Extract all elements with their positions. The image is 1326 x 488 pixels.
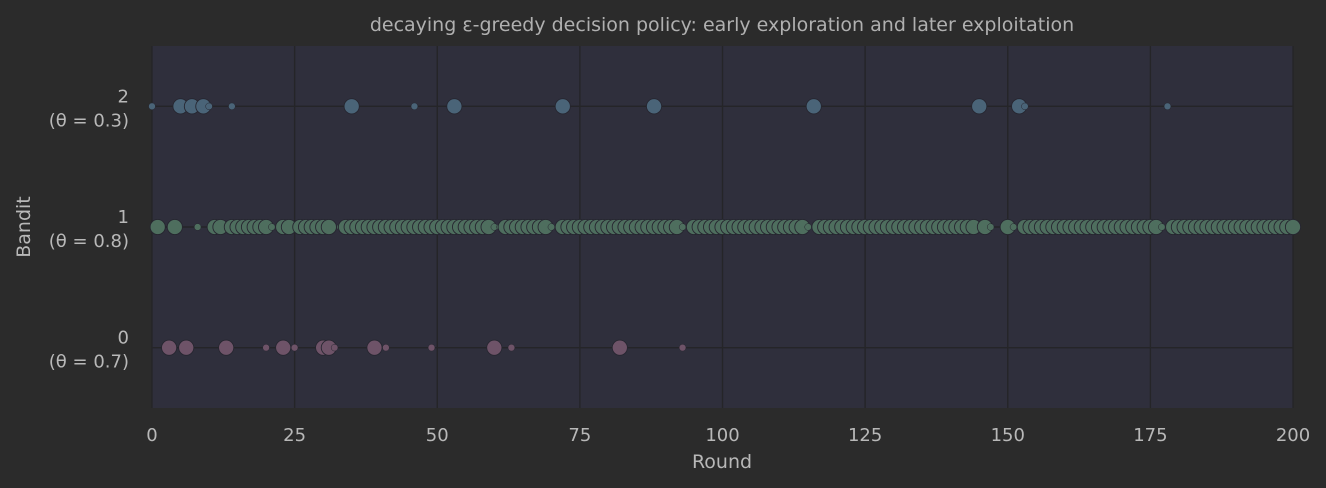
point-bandit-1-1	[166, 218, 183, 236]
point-bandit-0-10	[382, 344, 390, 352]
point-bandit-2-15	[1163, 102, 1172, 110]
point-bandit-0-0	[161, 339, 178, 356]
y-tick-theta-2: (θ = 0.3)	[49, 110, 129, 131]
y-tick-label-0: 0	[118, 328, 129, 349]
point-bandit-0-8	[330, 344, 339, 352]
x-axis-ticks: 0 25 50 75 100 125 150 175 200	[146, 425, 1310, 446]
y-tick-label-1: 1	[118, 207, 129, 228]
point-bandit-2-14	[1021, 102, 1029, 110]
point-bandit-2-7	[410, 102, 419, 110]
x-tick-label-2: 50	[426, 425, 449, 446]
point-bandit-2-6	[343, 98, 360, 115]
point-bandit-0-13	[507, 344, 516, 352]
point-bandit-0-11	[427, 344, 436, 352]
point-bandit-1-80	[678, 223, 687, 231]
x-tick-label-7: 175	[1133, 425, 1167, 446]
point-bandit-2-8	[446, 98, 463, 115]
point-bandit-0-3	[262, 344, 270, 352]
x-tick-label-6: 150	[991, 425, 1025, 446]
point-bandit-1-58	[547, 223, 555, 231]
point-bandit-2-10	[645, 98, 663, 115]
point-bandit-0-15	[678, 344, 687, 352]
point-bandit-0-12	[486, 339, 503, 356]
x-tick-label-0: 0	[146, 425, 157, 446]
point-bandit-2-9	[554, 98, 571, 115]
scatter-points	[148, 98, 1302, 356]
x-tick-label-5: 125	[848, 425, 882, 446]
point-bandit-2-4	[205, 102, 213, 110]
y-axis-ticks: 0 (θ = 0.7) 1 (θ = 0.8) 2 (θ = 0.3)	[49, 86, 129, 372]
point-bandit-1-12	[268, 223, 276, 231]
point-bandit-2-12	[971, 98, 988, 115]
y-tick-theta-1: (θ = 0.8)	[49, 231, 129, 252]
x-axis-label: Round	[692, 451, 752, 473]
point-bandit-1-0	[149, 218, 166, 236]
point-bandit-0-9	[366, 339, 383, 356]
y-tick-theta-0: (θ = 0.7)	[49, 352, 129, 373]
point-bandit-2-0	[148, 102, 156, 110]
y-axis-label: Bandit	[13, 196, 35, 258]
x-tick-label-3: 75	[568, 425, 591, 446]
point-bandit-1-158	[1158, 223, 1166, 231]
point-bandit-1-131	[986, 223, 995, 231]
y-tick-label-2: 2	[118, 86, 129, 107]
point-bandit-0-1	[178, 339, 195, 356]
point-bandit-0-4	[275, 339, 292, 356]
point-bandit-0-5	[290, 344, 299, 352]
point-bandit-0-2	[218, 339, 235, 356]
x-tick-label-4: 100	[705, 425, 739, 446]
chart-title: decaying ε-greedy decision policy: early…	[370, 14, 1074, 36]
x-tick-label-1: 25	[283, 425, 306, 446]
x-tick-label-8: 200	[1276, 425, 1310, 446]
point-bandit-1-20	[320, 218, 337, 236]
point-bandit-1-2	[193, 223, 202, 231]
point-bandit-2-5	[228, 102, 236, 110]
point-bandit-0-14	[611, 339, 628, 356]
point-bandit-1-133	[1009, 223, 1018, 231]
point-bandit-1-180	[1284, 218, 1302, 236]
point-bandit-1-101	[804, 223, 812, 231]
point-bandit-2-11	[805, 98, 822, 115]
